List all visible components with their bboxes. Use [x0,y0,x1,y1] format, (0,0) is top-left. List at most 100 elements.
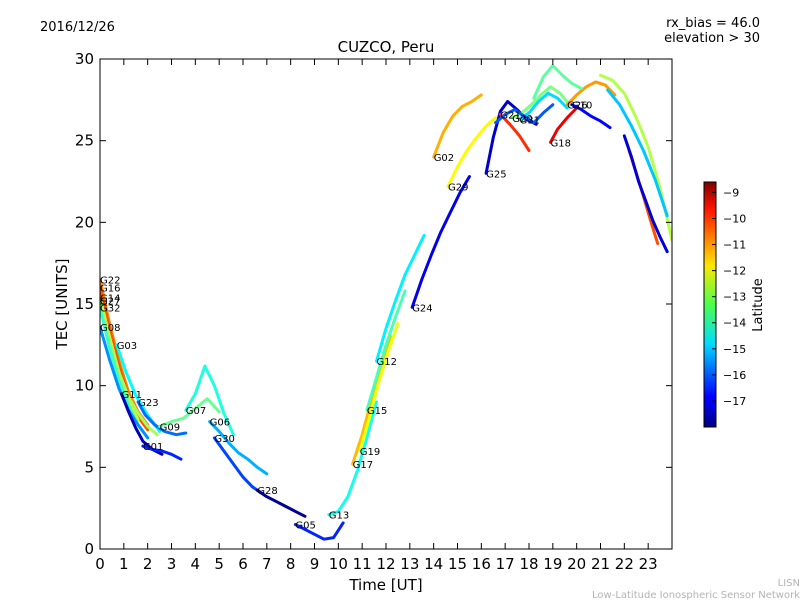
x-tick-label: 16 [472,555,491,573]
x-axis-label: Time [UT] [348,576,422,594]
series-label-g14: G14 [100,294,120,305]
series-line-g17 [351,335,393,466]
series-label-g09: G09 [160,423,180,434]
series-line-g18 [549,106,579,144]
x-tick-label: 2 [143,555,153,573]
x-tick-label: 0 [95,555,105,573]
series-label-g10: G10 [572,101,592,112]
series-line-g26 [565,80,617,107]
colorbar-tick-label: −16 [723,369,746,382]
colorbar-tick-label: −15 [723,343,746,356]
y-tick-label: 0 [84,540,94,558]
series-label-g32: G32 [100,303,120,314]
x-tick-label: 1 [119,555,129,573]
colorbar-gradient [703,181,717,428]
series-line-trace-32 [606,88,669,218]
series-line-g12 [375,233,426,363]
series-label-g31: G31 [520,115,540,126]
x-tick-label: 7 [262,555,272,573]
series-label-g18: G18 [551,138,571,149]
series-label-g03: G03 [117,341,137,352]
series-line-g31 [518,91,569,121]
x-tick-label: 8 [286,555,296,573]
series-line-trace-35 [532,64,583,100]
series-line-g10 [570,103,612,130]
series-label-g26: G26 [567,101,587,112]
series-line-g29 [446,116,498,188]
series-line-g27 [100,299,159,437]
series-line-g28 [255,488,307,518]
x-tick-label: 6 [238,555,248,573]
x-axis: 0 1 2 3 4 5 6 7 8 9 10 11 12 13 14 15 16 17 18 19 20 21 22 23 [95,59,658,573]
x-tick-label: 15 [448,555,467,573]
series-line-g24 [410,175,471,309]
y-tick-label: 20 [75,213,94,231]
chart-title: CUZCO, Peru [338,38,435,56]
series-line-g30 [212,436,264,495]
series-line-g19 [358,322,400,453]
series-label-g11: G11 [122,390,142,401]
x-tick-label: 23 [639,555,658,573]
series-label-g07: G07 [186,406,206,417]
x-tick-label: 10 [329,555,348,573]
series-label-g19: G19 [360,447,380,458]
series-label-g22: G22 [100,276,120,287]
x-tick-label: 9 [310,555,320,573]
series-label-g21: G21 [500,111,520,122]
series-line-g15 [365,289,407,412]
rx-bias-label: rx_bias = 46.0 [666,16,760,31]
plot-frame [99,58,673,550]
x-tick-label: 22 [615,555,634,573]
colorbar-tick-label: −10 [723,212,746,225]
series-label-g13: G13 [329,511,349,522]
x-tick-label: 4 [191,555,201,573]
series-label-g20: G20 [512,114,532,125]
y-tick-label: 5 [84,458,94,476]
x-tick-label: 13 [400,555,419,573]
series-label-g17: G17 [353,460,373,471]
footer-lisn: LISN [778,578,800,589]
colorbar: −9 −10 −11 −12 −13 −14 −15 −16 −17 Latitude [703,181,766,428]
series-label-g06: G06 [210,418,230,429]
series-label-g29: G29 [448,182,468,193]
series-label-g25: G25 [486,169,506,180]
colorbar-ticks: −9 −10 −11 −12 −13 −14 −15 −16 −17 [712,186,746,408]
colorbar-tick-label: −17 [723,395,746,408]
series-label-g23: G23 [138,398,158,409]
x-tick-label: 18 [519,555,538,573]
series-label-g27: G27 [100,297,120,308]
series-label-g08: G08 [100,323,120,334]
x-tick-label: 12 [376,555,395,573]
series-line-trace-36 [494,103,555,125]
colorbar-tick-label: −13 [723,291,746,304]
series-label-g15: G15 [367,406,387,417]
series-label-g05: G05 [295,521,315,532]
series-line-g13 [327,400,378,517]
series-line-g02 [432,93,483,159]
series-line-g21 [498,113,531,152]
series-label-g02: G02 [434,153,454,164]
series-line-g07 [184,364,235,437]
footer-network: Low-Latitude Ionospheric Sensor Network [592,590,800,600]
series-label-g16: G16 [100,284,120,295]
x-tick-label: 3 [167,555,177,573]
series-line-trace-31 [599,73,672,242]
series-line-trace-34 [622,134,669,254]
elevation-label: elevation > 30 [664,31,760,46]
x-tick-label: 11 [353,555,372,573]
colorbar-tick-label: −14 [723,317,746,330]
series-label-g28: G28 [257,486,277,497]
colorbar-tick-label: −11 [723,239,746,252]
date-label: 2016/12/26 [40,20,115,35]
x-tick-label: 20 [567,555,586,573]
series-label-g12: G12 [377,357,397,368]
series-line-g09 [158,397,221,428]
x-tick-label: 17 [496,555,515,573]
colorbar-label: Latitude [751,278,766,332]
series-line-g05 [293,521,345,541]
y-tick-label: 30 [75,50,94,68]
series-label-g30: G30 [214,434,234,445]
